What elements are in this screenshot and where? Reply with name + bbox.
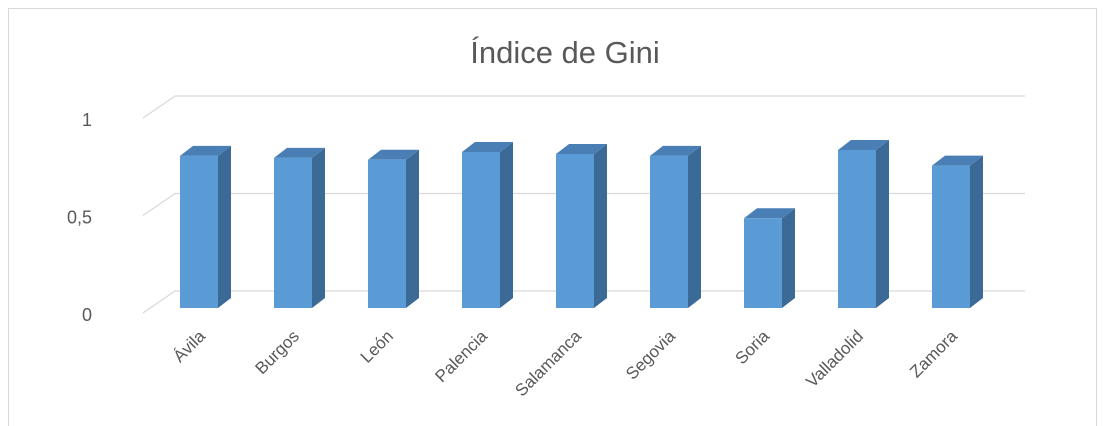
bar-side bbox=[970, 155, 983, 308]
bar-top bbox=[556, 143, 607, 154]
x-tick-label: Zamora bbox=[906, 326, 961, 381]
bar bbox=[838, 140, 889, 308]
bar-front bbox=[556, 153, 594, 308]
bar-side bbox=[500, 142, 513, 308]
bar bbox=[650, 145, 701, 308]
bar-side bbox=[218, 145, 231, 308]
chart-title: Índice de Gini bbox=[470, 35, 660, 70]
y-tick-label: 1 bbox=[82, 110, 92, 130]
bar-front bbox=[180, 155, 218, 308]
y-tick-label: 0,5 bbox=[67, 207, 92, 227]
grid-line bbox=[142, 290, 1025, 314]
bar-top bbox=[274, 147, 325, 158]
grid-line bbox=[142, 95, 1025, 119]
bar bbox=[744, 208, 795, 308]
x-tick-label: Burgos bbox=[251, 327, 303, 379]
bar-side bbox=[312, 147, 325, 308]
bar-side bbox=[782, 208, 795, 308]
chart-border bbox=[8, 8, 1097, 426]
bar bbox=[368, 149, 419, 308]
bar-top bbox=[650, 145, 701, 156]
bar-front bbox=[462, 152, 500, 308]
bar-side bbox=[406, 149, 419, 308]
bar-top bbox=[744, 208, 795, 219]
x-tick-label: Salamanca bbox=[511, 326, 585, 400]
bar-front bbox=[932, 165, 970, 308]
bar-top bbox=[838, 140, 889, 151]
bar bbox=[274, 147, 325, 308]
bar-side bbox=[594, 143, 607, 308]
bar bbox=[932, 155, 983, 308]
x-tick-label: Soria bbox=[732, 326, 774, 368]
y-tick-label: 0 bbox=[82, 305, 92, 325]
x-tick-label: Ávila bbox=[170, 326, 210, 366]
bar-top bbox=[180, 145, 231, 156]
bar-top bbox=[462, 142, 513, 152]
x-tick-label: Palencia bbox=[431, 326, 491, 386]
bar-front bbox=[274, 157, 312, 308]
bar-front bbox=[650, 155, 688, 308]
bar-side bbox=[876, 140, 889, 308]
bar-front bbox=[744, 218, 782, 308]
bar-top bbox=[368, 149, 419, 160]
x-tick-label: Segovia bbox=[622, 326, 679, 383]
bar-top bbox=[932, 155, 983, 166]
x-tick-label: Valladolid bbox=[802, 327, 867, 392]
bar-side bbox=[688, 145, 701, 308]
x-tick-label: León bbox=[357, 327, 397, 367]
bar bbox=[180, 145, 231, 308]
bar bbox=[462, 142, 513, 308]
bar bbox=[556, 143, 607, 308]
bar-front bbox=[368, 159, 406, 308]
bar-front bbox=[838, 150, 876, 308]
grid-line bbox=[142, 192, 1025, 217]
